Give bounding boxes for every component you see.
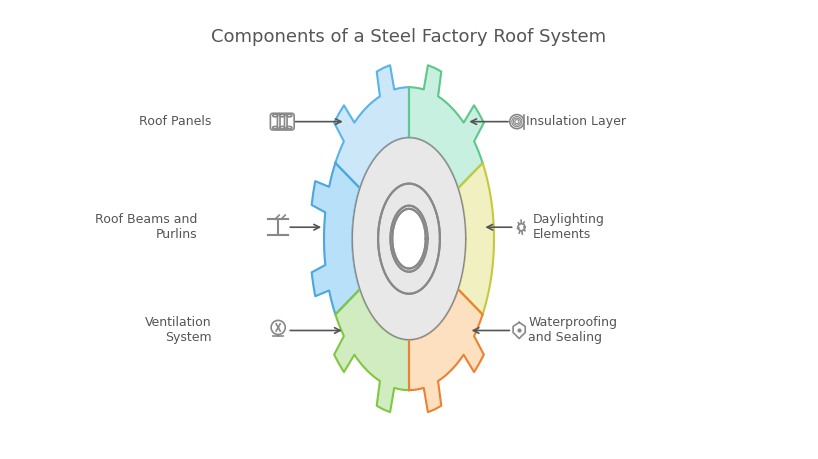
Polygon shape (312, 163, 360, 314)
Polygon shape (335, 289, 409, 412)
Text: Components of a Steel Factory Roof System: Components of a Steel Factory Roof Syste… (211, 28, 607, 45)
Polygon shape (393, 209, 425, 269)
Text: Ventilation
System: Ventilation System (145, 316, 212, 345)
Polygon shape (353, 138, 465, 340)
Text: Roof Panels: Roof Panels (139, 115, 212, 128)
Text: Roof Beams and
Purlins: Roof Beams and Purlins (96, 213, 198, 241)
Polygon shape (458, 163, 494, 314)
Text: Insulation Layer: Insulation Layer (526, 115, 626, 128)
Text: Daylighting
Elements: Daylighting Elements (533, 213, 605, 241)
Polygon shape (378, 184, 440, 294)
Polygon shape (378, 184, 440, 294)
Polygon shape (393, 209, 425, 269)
Polygon shape (335, 65, 409, 188)
Text: Waterproofing
and Sealing: Waterproofing and Sealing (528, 316, 618, 345)
Polygon shape (409, 289, 483, 412)
Polygon shape (409, 65, 483, 188)
